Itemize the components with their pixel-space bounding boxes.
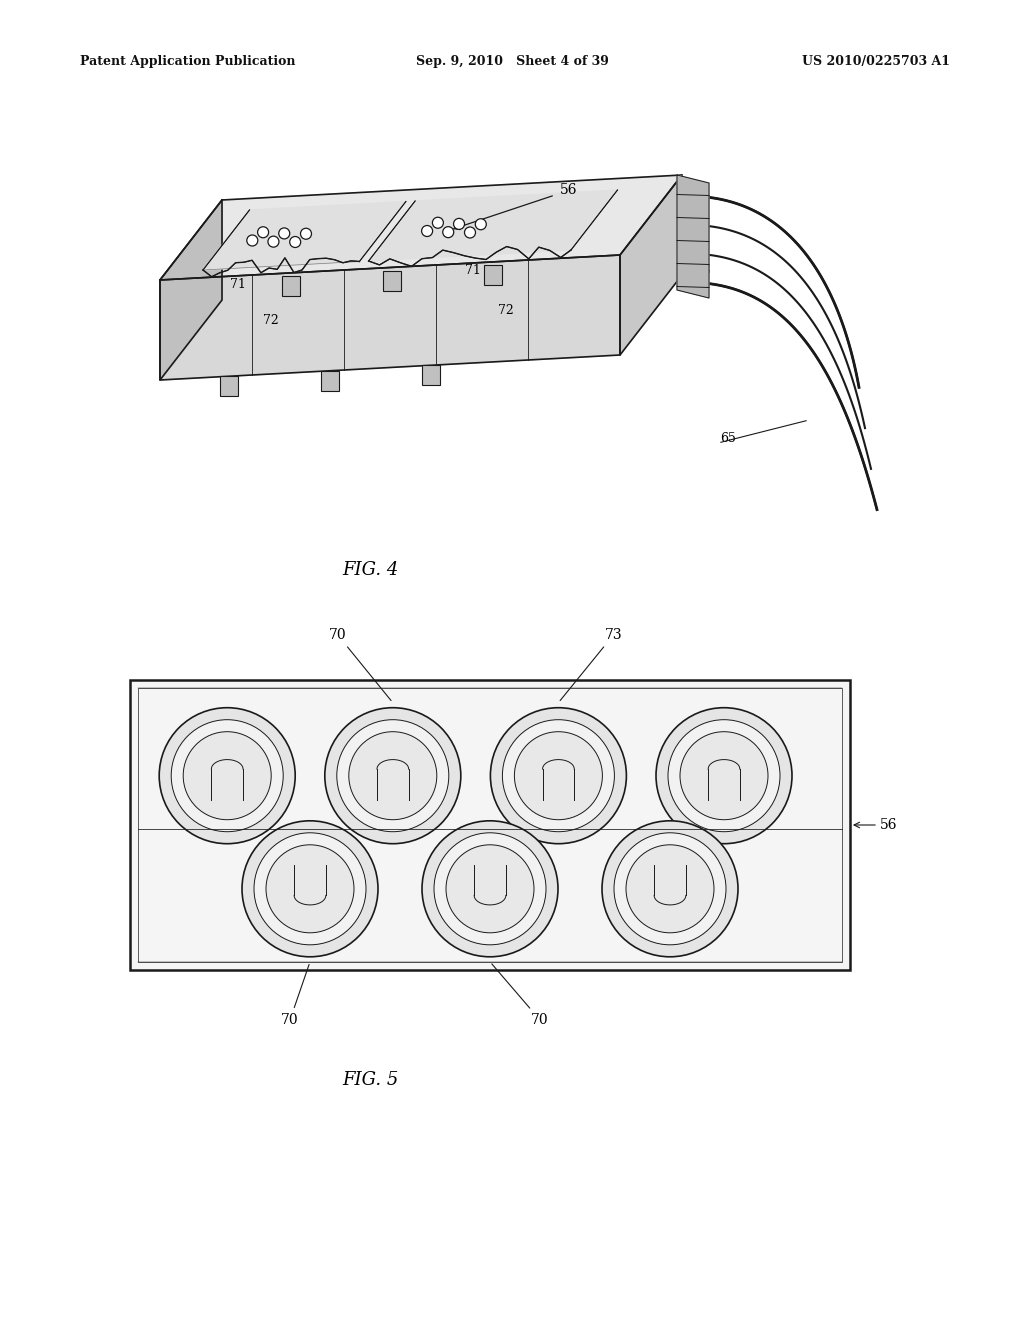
Circle shape [279,228,290,239]
Bar [484,265,503,285]
Text: Sep. 9, 2010   Sheet 4 of 39: Sep. 9, 2010 Sheet 4 of 39 [416,55,608,69]
Text: 73: 73 [560,628,623,701]
Polygon shape [160,201,222,380]
Polygon shape [620,176,682,355]
Circle shape [446,845,534,933]
Circle shape [432,218,443,228]
Circle shape [614,833,726,945]
Polygon shape [203,202,406,271]
Text: 70: 70 [329,628,391,701]
Bar [138,688,842,962]
Circle shape [442,227,454,238]
Circle shape [434,833,546,945]
Bar [422,366,440,385]
Polygon shape [160,176,682,280]
Text: 65: 65 [720,432,736,445]
Circle shape [475,219,486,230]
Circle shape [626,845,714,933]
Circle shape [171,719,284,832]
Circle shape [422,821,558,957]
Text: 56: 56 [560,183,578,197]
Circle shape [183,731,271,820]
Circle shape [656,708,792,843]
Circle shape [668,719,780,832]
Text: US 2010/0225703 A1: US 2010/0225703 A1 [802,55,950,69]
Polygon shape [677,176,709,298]
Circle shape [337,719,449,832]
Circle shape [300,228,311,239]
Text: 71: 71 [230,279,246,292]
Circle shape [454,218,465,230]
Circle shape [242,821,378,957]
Text: 72: 72 [498,304,514,317]
Bar [383,271,401,290]
Circle shape [258,227,268,238]
Circle shape [602,821,738,957]
Circle shape [465,227,475,238]
Circle shape [266,845,354,933]
Text: Patent Application Publication: Patent Application Publication [80,55,296,69]
Circle shape [514,731,602,820]
Circle shape [268,236,279,247]
Text: 70: 70 [282,965,309,1027]
Bar [220,376,238,396]
Bar [322,371,339,391]
Bar [130,680,850,970]
Circle shape [325,708,461,843]
Text: FIG. 4: FIG. 4 [342,561,398,579]
Circle shape [254,833,366,945]
Polygon shape [160,255,620,380]
Circle shape [159,708,295,843]
Text: FIG. 5: FIG. 5 [342,1071,398,1089]
Circle shape [422,226,432,236]
Circle shape [290,236,301,248]
Text: 71: 71 [465,264,481,276]
Circle shape [503,719,614,832]
Polygon shape [369,190,617,261]
Circle shape [680,731,768,820]
Text: 56: 56 [880,818,897,832]
Circle shape [247,235,258,246]
Text: 70: 70 [492,964,549,1027]
Text: 73: 73 [695,264,711,276]
Bar [282,276,300,296]
Text: 72: 72 [263,314,279,326]
Circle shape [490,708,627,843]
Circle shape [349,731,437,820]
